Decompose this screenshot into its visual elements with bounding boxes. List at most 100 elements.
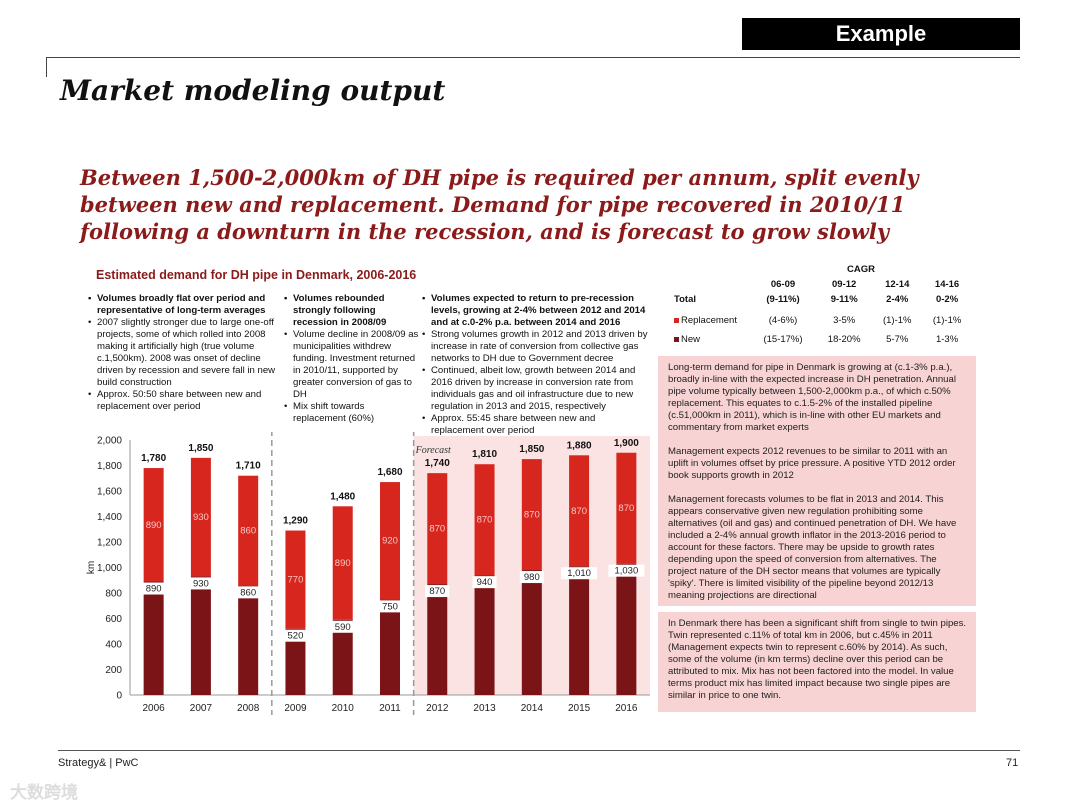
- bar-replacement: [332, 506, 353, 620]
- y-tick-label: 800: [105, 589, 122, 600]
- x-tick-label: 2015: [568, 703, 591, 714]
- bar-replacement: [285, 530, 306, 629]
- top-tick: [46, 57, 47, 77]
- cagr-cell: 3-5%: [833, 315, 856, 326]
- total-value-label: 1,780: [141, 453, 166, 464]
- y-tick-label: 1,000: [97, 563, 122, 574]
- example-badge: Example: [742, 18, 1020, 50]
- replacement-swatch: [674, 317, 679, 323]
- bar-replacement: [190, 457, 211, 577]
- y-tick-label: 400: [105, 640, 122, 651]
- cagr-row-label: Replacement: [681, 315, 737, 326]
- bar-replacement: [521, 459, 542, 571]
- new-value-label: 1,010: [567, 568, 591, 579]
- y-tick-label: 2,000: [97, 436, 122, 447]
- total-value-label: 1,740: [425, 458, 450, 469]
- bullets-period-1: Volumes broadly flat over period and rep…: [88, 293, 278, 413]
- y-tick-label: 600: [105, 614, 122, 625]
- bar-new: [332, 619, 353, 695]
- commentary-paragraph: Management forecasts volumes to be flat …: [668, 494, 957, 601]
- bullet-item: Volumes broadly flat over period and rep…: [88, 293, 278, 317]
- bar-new: [190, 576, 211, 695]
- cagr-cell: 18-20%: [827, 334, 861, 345]
- bullet-item: Approx. 50:50 share between new and repl…: [88, 389, 278, 413]
- new-value-label: 890: [146, 584, 162, 595]
- y-tick-label: 1,800: [97, 461, 122, 472]
- commentary-paragraph: In Denmark there has been a significant …: [668, 618, 967, 701]
- commentary-paragraph: Management expects 2012 revenues to be s…: [668, 446, 956, 481]
- commentary-box-demand: Long-term demand for pipe in Denmark is …: [658, 356, 976, 606]
- cagr-period: 12-14: [885, 279, 910, 290]
- y-axis-label: km: [86, 561, 97, 574]
- total-value-label: 1,480: [330, 491, 355, 502]
- bullet-item: Volumes rebounded strongly following rec…: [284, 293, 419, 329]
- bullet-item: Strong volumes growth in 2012 and 2013 d…: [422, 329, 650, 365]
- total-value-label: 1,880: [567, 440, 592, 451]
- replacement-value-label: 870: [618, 503, 634, 514]
- x-tick-label: 2010: [332, 703, 355, 714]
- cagr-cell: (4-6%): [768, 315, 798, 326]
- bullets-period-2: Volumes rebounded strongly following rec…: [284, 293, 419, 425]
- new-value-label: 590: [335, 622, 351, 633]
- forecast-label: Forecast: [415, 445, 451, 456]
- total-value-label: 1,850: [188, 443, 213, 454]
- total-value-label: 1,290: [283, 516, 308, 527]
- new-label-bg: [283, 629, 308, 642]
- cagr-period: 14-16: [934, 279, 960, 290]
- footer-source: Strategy& | PwC: [58, 757, 139, 769]
- y-tick-label: 1,400: [97, 512, 122, 523]
- new-label-bg: [236, 586, 261, 599]
- x-tick-label: 2011: [379, 703, 401, 714]
- new-value-label: 980: [524, 572, 540, 583]
- x-tick-label: 2012: [426, 703, 449, 714]
- new-value-label: 870: [429, 586, 445, 597]
- replacement-value-label: 890: [335, 558, 351, 569]
- top-rule: [46, 57, 1020, 58]
- bullet-item: 2007 slightly stronger due to large one-…: [88, 317, 278, 389]
- bar-new: [380, 599, 400, 695]
- y-tick-label: 1,200: [97, 538, 122, 549]
- watermark-logo: 大数跨境: [10, 783, 78, 802]
- bar-replacement: [616, 452, 637, 564]
- bar-replacement: [238, 475, 259, 586]
- cagr-cell: (1)-1%: [882, 315, 912, 326]
- bar-replacement: [474, 464, 495, 576]
- new-value-label: 930: [193, 578, 209, 589]
- y-tick-label: 200: [105, 665, 122, 676]
- x-tick-label: 2007: [190, 703, 213, 714]
- cagr-row-label: New: [681, 334, 701, 345]
- cagr-cell: (1)-1%: [932, 315, 962, 326]
- bar-replacement: [380, 482, 400, 600]
- bar-new: [521, 570, 542, 695]
- total-value-label: 1,850: [519, 444, 544, 455]
- replacement-value-label: 890: [146, 520, 162, 531]
- new-label-bg: [425, 585, 450, 598]
- bar-replacement: [569, 455, 590, 567]
- total-value-label: 1,680: [377, 467, 402, 478]
- bar-new: [143, 581, 164, 695]
- cagr-period: 09-12: [832, 279, 857, 290]
- bar-replacement: [427, 473, 448, 585]
- bullet-item: Continued, albeit low, growth between 20…: [422, 365, 650, 413]
- bar-new: [616, 563, 637, 695]
- footer-rule: [58, 750, 1020, 751]
- total-value-label: 1,900: [614, 438, 639, 449]
- x-tick-label: 2006: [143, 703, 166, 714]
- bar-replacement: [143, 468, 164, 582]
- y-tick-label: 0: [116, 691, 122, 702]
- new-label-bg: [608, 564, 645, 577]
- new-label-bg: [561, 567, 598, 580]
- new-value-label: 940: [477, 577, 493, 588]
- new-value-label: 520: [288, 631, 304, 642]
- cagr-period: 06-09: [770, 279, 796, 290]
- x-tick-label: 2009: [284, 703, 307, 714]
- bullets-period-3: Volumes expected to return to pre-recess…: [422, 293, 650, 437]
- bullet-item: Mix shift towards replacement (60%): [284, 401, 419, 425]
- x-tick-label: 2014: [521, 703, 544, 714]
- x-tick-label: 2013: [473, 703, 496, 714]
- cagr-cell: 9-11%: [830, 294, 858, 305]
- headline: Between 1,500-2,000km of DH pipe is requ…: [80, 165, 919, 244]
- bullet-item: Volume decline in 2008/09 as municipalit…: [284, 329, 419, 401]
- new-value-label: 860: [240, 587, 256, 598]
- replacement-value-label: 870: [477, 515, 493, 526]
